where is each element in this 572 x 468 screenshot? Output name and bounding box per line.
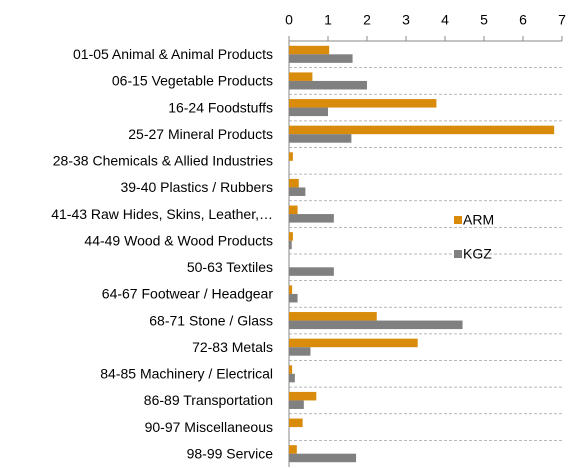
x-tick-label: 3 xyxy=(402,12,410,28)
bar xyxy=(289,80,367,90)
bar xyxy=(289,285,293,294)
x-tick-label: 2 xyxy=(363,12,371,28)
bar xyxy=(289,347,311,356)
bar xyxy=(289,320,463,330)
bar xyxy=(289,373,295,383)
y-tick-label: 90-97 Miscellaneous xyxy=(145,419,273,435)
bar xyxy=(289,72,313,81)
x-tick-label: 7 xyxy=(558,12,566,28)
legend-label: KGZ xyxy=(463,246,492,262)
bar xyxy=(289,338,418,348)
bar xyxy=(289,453,357,463)
x-tick-label: 6 xyxy=(519,12,527,28)
y-tick-label: 41-43 Raw Hides, Skins, Leather,… xyxy=(51,206,273,222)
bar xyxy=(289,205,298,215)
bar xyxy=(289,152,293,161)
bar xyxy=(289,99,437,108)
legend-swatch xyxy=(454,250,462,258)
y-tick-label: 06-15 Vegetable Products xyxy=(112,73,273,89)
bar xyxy=(289,312,377,321)
bar xyxy=(289,365,293,374)
legend-label: ARM xyxy=(463,212,494,228)
y-tick-label: 64-67 Footwear / Headgear xyxy=(102,286,274,302)
bar xyxy=(289,214,334,223)
x-tick-label: 4 xyxy=(441,12,449,28)
y-tick-label: 86-89 Transportation xyxy=(144,392,273,408)
y-tick-label: 16-24 Foodstuffs xyxy=(168,99,273,115)
legend-swatch xyxy=(454,216,462,224)
x-tick-label: 0 xyxy=(285,12,293,28)
bar xyxy=(289,178,299,188)
y-tick-label: 44-49 Wood & Wood Products xyxy=(84,232,273,248)
bar xyxy=(289,134,352,143)
x-tick-label: 1 xyxy=(324,12,332,28)
y-tick-label: 28-38 Chemicals & Allied Industries xyxy=(53,153,273,169)
bar xyxy=(289,267,334,276)
y-tick-label: 84-85 Machinery / Electrical xyxy=(100,366,273,382)
bar xyxy=(289,400,304,409)
y-tick-label: 72-83 Metals xyxy=(192,339,273,355)
bar xyxy=(289,418,303,428)
x-tick-label: 5 xyxy=(480,12,488,28)
y-tick-label: 98-99 Service xyxy=(187,445,274,461)
bar xyxy=(289,232,293,241)
bar xyxy=(289,293,298,303)
y-tick-label: 25-27 Mineral Products xyxy=(128,126,273,142)
bar xyxy=(289,445,297,454)
y-tick-label: 68-71 Stone / Glass xyxy=(149,312,273,328)
bar xyxy=(289,54,353,63)
y-tick-label: 01-05 Animal & Animal Products xyxy=(73,46,273,62)
bar xyxy=(289,45,330,55)
y-tick-label: 39-40 Plastics / Rubbers xyxy=(120,179,273,195)
bar xyxy=(289,107,328,117)
bar xyxy=(289,187,306,196)
bar xyxy=(289,125,555,135)
y-tick-label: 50-63 Textiles xyxy=(187,259,273,275)
bar xyxy=(289,391,317,401)
bar xyxy=(289,240,292,250)
